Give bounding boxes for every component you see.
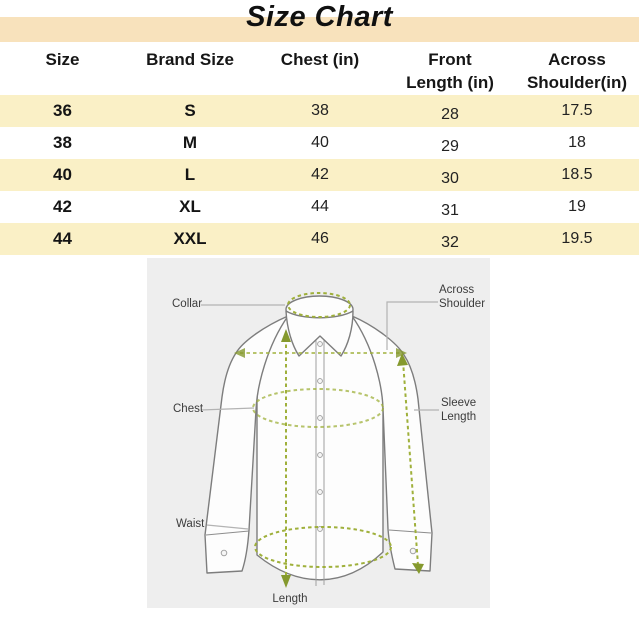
label-waist: Waist [176, 518, 205, 530]
collar-measure-ellipse [287, 292, 351, 318]
label-sleeve-length: Sleeve Length [441, 397, 477, 423]
header-front-length: Front Length (in) [406, 50, 494, 92]
left-cuff-button [220, 549, 228, 557]
cell-across-shoulder: 19.5 [561, 230, 593, 247]
cell-front-length: 32 [441, 234, 459, 251]
table-row: 44 XXL 46 32 19.5 [0, 223, 639, 255]
chest-measure-ellipse [252, 388, 384, 428]
shoulder-arrow-left [234, 348, 245, 358]
waist-measure-ellipse [254, 526, 392, 568]
cell-across-shoulder: 17.5 [561, 102, 593, 119]
header-brand-size: Brand Size [146, 50, 234, 69]
cell-front-length: 31 [441, 202, 459, 219]
cell-chest: 42 [311, 166, 329, 183]
sleeve-arrow-up [397, 353, 408, 366]
label-connectors [200, 301, 439, 530]
page-title: Size Chart [246, 1, 393, 33]
shirt-torso [256, 315, 384, 581]
shirt-measurement-diagram: Collar Chest Waist Across Shoulder Sleev… [147, 258, 490, 608]
cell-across-shoulder: 19 [568, 198, 586, 215]
header-size: Size [45, 50, 80, 69]
right-cuff-button [409, 547, 417, 555]
label-collar: Collar [172, 298, 203, 310]
button-placket [315, 335, 325, 586]
label-chest: Chest [173, 403, 204, 415]
cell-across-shoulder: 18.5 [561, 166, 593, 183]
cell-chest: 46 [311, 230, 329, 247]
shirt-right-sleeve [351, 315, 433, 572]
cuff-seams [205, 529, 432, 536]
top-whitespace [0, 0, 639, 17]
sleeve-measure-line [402, 360, 419, 566]
measurement-lines [240, 292, 419, 579]
chest-connector [200, 407, 255, 411]
table-row: 38 M 40 29 18 [0, 127, 639, 159]
cell-across-shoulder: 18 [568, 134, 586, 151]
header-chest: Chest (in) [280, 50, 360, 69]
shirt-buttons [317, 341, 323, 532]
cell-front-length: 30 [441, 170, 459, 187]
table-row: 40 L 42 30 18.5 [0, 159, 639, 191]
size-table: Size Brand Size Chest (in) Front Length … [0, 42, 639, 255]
table-row: 36 S 38 28 17.5 [0, 95, 639, 127]
sleeve-arrow-down [412, 563, 424, 574]
cell-brand: S [184, 101, 196, 120]
table-row: 42 XL 44 31 19 [0, 191, 639, 223]
cell-size: 38 [53, 133, 72, 152]
shirt-outline [204, 315, 433, 581]
cell-brand: M [182, 133, 198, 152]
cell-size: 36 [53, 101, 72, 120]
cell-brand: XL [179, 197, 201, 216]
cell-size: 40 [53, 165, 72, 184]
shirt-left-sleeve [204, 315, 289, 574]
measurement-arrows [234, 329, 424, 588]
cell-front-length: 28 [441, 106, 459, 123]
cell-size: 44 [53, 229, 72, 248]
cell-chest: 44 [311, 198, 329, 215]
length-arrow-down [281, 575, 291, 588]
shoulder-arrow-right [396, 348, 407, 358]
length-arrow-up [281, 329, 291, 342]
shirt-illustration [200, 292, 439, 588]
cell-chest: 40 [311, 134, 329, 151]
across-shoulder-connector [386, 301, 438, 350]
cell-size: 42 [53, 197, 72, 216]
label-length: Length [272, 593, 308, 605]
title-band [0, 17, 639, 42]
header-across-shoulder: Across Shoulder(in) [526, 50, 628, 92]
table-header-row: Size Brand Size Chest (in) Front Length … [0, 42, 639, 95]
cell-brand: L [184, 165, 196, 184]
label-across-shoulder: Across Shoulder [439, 284, 486, 310]
waist-connector [206, 524, 249, 530]
cell-chest: 38 [311, 102, 329, 119]
cell-front-length: 29 [441, 138, 459, 155]
cell-brand: XXL [173, 229, 207, 248]
